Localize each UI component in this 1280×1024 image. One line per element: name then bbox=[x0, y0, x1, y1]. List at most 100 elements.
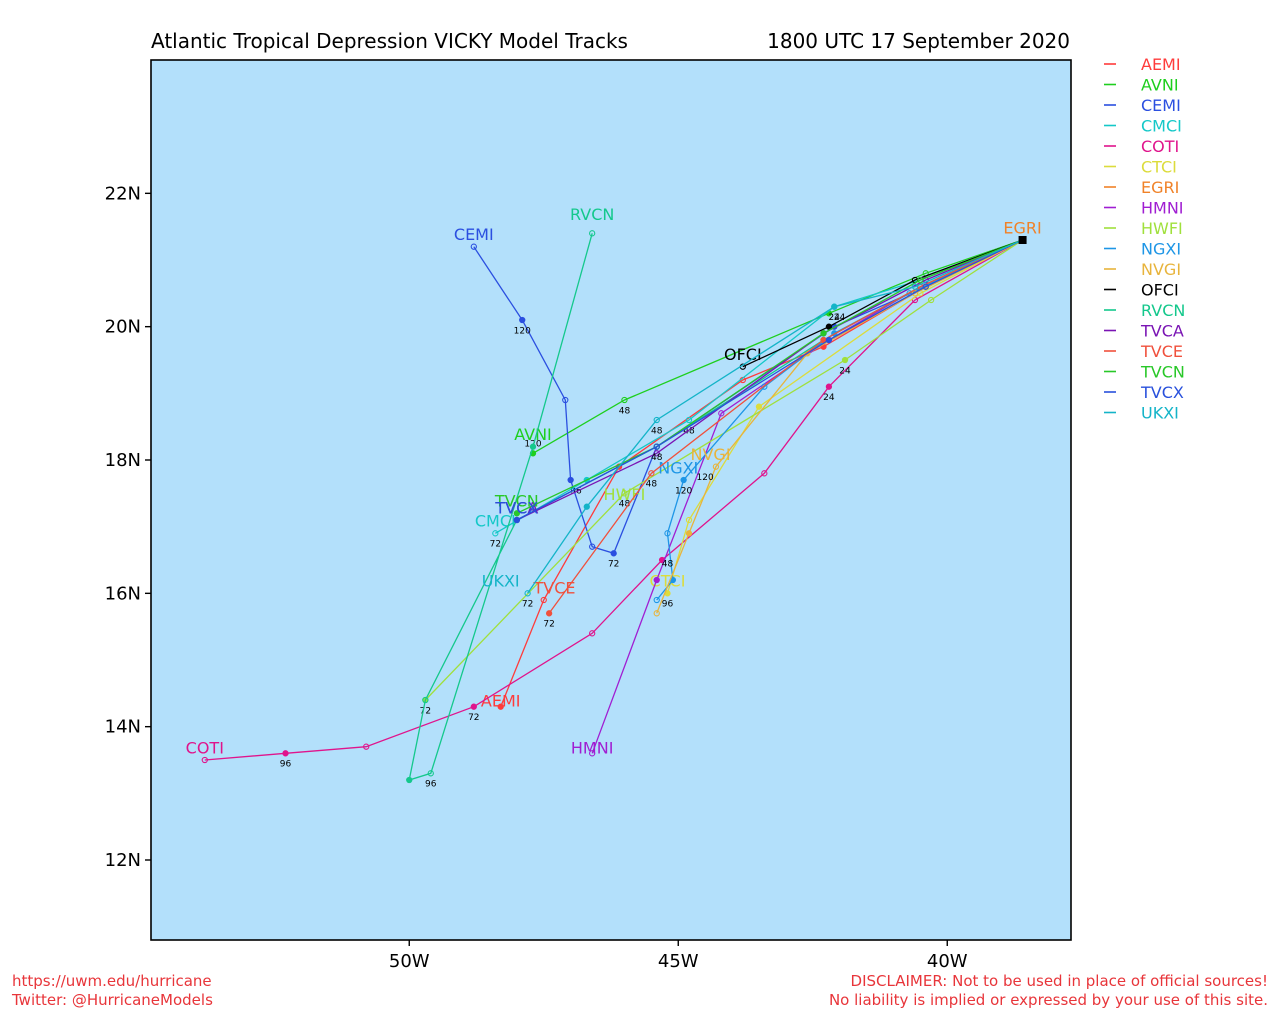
track-line bbox=[204, 239, 1023, 761]
track-name-label: EGRI bbox=[1003, 218, 1041, 237]
legend-label: TVCN bbox=[1140, 363, 1185, 382]
y-tick-label: 22N bbox=[105, 183, 141, 204]
track-point bbox=[653, 596, 660, 604]
track-point bbox=[761, 383, 768, 390]
legend-label: RVCN bbox=[1141, 301, 1185, 320]
forecast-hour-label: 120 bbox=[514, 326, 531, 336]
legend-label: TVCE bbox=[1140, 342, 1183, 361]
legend-label: TVCX bbox=[1140, 383, 1184, 402]
track-name-label: OFCI bbox=[724, 345, 762, 364]
track-tvcn: 48 TVCN bbox=[494, 239, 1023, 517]
legend-item-rvcn: RVCN bbox=[1104, 301, 1185, 320]
forecast-hour-label: 48 bbox=[651, 426, 663, 436]
legend-label: OFCI bbox=[1141, 281, 1179, 300]
track-point bbox=[927, 296, 935, 304]
track-name-label: CEMI bbox=[454, 225, 494, 244]
forecast-hour-label: 24 bbox=[839, 366, 851, 376]
track-point bbox=[653, 450, 660, 457]
legend-item-tvcx: TVCX bbox=[1104, 383, 1184, 402]
track-name-label: NGXI bbox=[658, 458, 698, 477]
forecast-hour-label: 48 bbox=[651, 453, 663, 463]
track-name-label: TVCX bbox=[494, 498, 538, 517]
track-point bbox=[363, 743, 370, 750]
track-point bbox=[519, 316, 526, 324]
track-point bbox=[282, 750, 289, 757]
track-point bbox=[406, 776, 413, 784]
x-tick-label: 45W bbox=[658, 951, 699, 972]
footer-url[interactable]: https://uwm.edu/hurricane bbox=[12, 972, 212, 990]
track-point bbox=[589, 230, 596, 237]
forecast-hour-label: 48 bbox=[683, 426, 695, 436]
track-name-label: UKXI bbox=[482, 572, 520, 591]
track-point bbox=[911, 283, 919, 290]
legend-item-ngxi: NGXI bbox=[1104, 240, 1181, 259]
legend-label: CEMI bbox=[1141, 96, 1181, 115]
track-point bbox=[610, 550, 617, 557]
track-point bbox=[825, 323, 833, 330]
legend-item-tvcn: TVCN bbox=[1104, 363, 1185, 382]
track-point bbox=[718, 410, 725, 417]
x-tick-label: 50W bbox=[389, 951, 430, 972]
track-point bbox=[664, 530, 671, 537]
track-point bbox=[841, 356, 849, 364]
track-point bbox=[761, 470, 768, 477]
track-name-label: HWFI bbox=[604, 485, 646, 504]
legend-label: EGRI bbox=[1141, 178, 1179, 197]
y-tick-label: 18N bbox=[105, 450, 141, 471]
track-point bbox=[540, 596, 547, 604]
forecast-hour-label: 72 bbox=[468, 713, 479, 723]
forecast-hour-label: 48 bbox=[619, 500, 631, 510]
legend-label: CMCI bbox=[1141, 117, 1182, 136]
track-layer: AEMI 24 48 120 AVNI 72 96 120 CEMI 48 72 CMCI 24 72 96… bbox=[186, 205, 1042, 790]
forecast-hour-label: 120 bbox=[697, 473, 714, 483]
legend-label: HWFI bbox=[1141, 219, 1183, 238]
track-line bbox=[473, 239, 1023, 555]
track-point bbox=[685, 516, 693, 524]
track-name-label: TVCN bbox=[494, 492, 539, 511]
plot-area bbox=[151, 60, 1071, 940]
track-name-label: AEMI bbox=[481, 692, 521, 711]
track-point bbox=[621, 490, 628, 497]
forecast-hour-label: 24 bbox=[834, 313, 846, 323]
track-point bbox=[562, 396, 569, 404]
track-point bbox=[712, 463, 720, 470]
legend-label: COTI bbox=[1141, 137, 1179, 156]
legend-item-hwfi: HWFI bbox=[1104, 219, 1183, 238]
track-line bbox=[742, 239, 1023, 368]
footer-disclaimer: DISCLAIMER: Not to be used in place of o… bbox=[850, 972, 1268, 990]
forecast-hour-label: 96 bbox=[280, 760, 292, 770]
legend-item-egri: EGRI bbox=[1104, 178, 1179, 197]
footer-liability: No liability is implied or expressed by … bbox=[828, 991, 1268, 1009]
legend-label: HMNI bbox=[1141, 199, 1184, 218]
track-point bbox=[755, 403, 763, 410]
legend-item-cmci: CMCI bbox=[1104, 117, 1182, 136]
track-coti: 24 72 96 COTI bbox=[186, 239, 1023, 770]
track-point bbox=[545, 610, 553, 617]
forecast-hour-label: 48 bbox=[662, 560, 674, 570]
forecast-hour-label: 72 bbox=[420, 706, 431, 716]
track-point bbox=[685, 416, 693, 424]
y-tick-label: 20N bbox=[105, 317, 141, 338]
legend-item-coti: COTI bbox=[1104, 137, 1179, 156]
track-tvcx: TVCX bbox=[494, 239, 1023, 524]
y-tick-label: 14N bbox=[105, 717, 141, 738]
track-name-label: NVGI bbox=[691, 445, 731, 464]
track-point bbox=[831, 303, 838, 310]
track-point bbox=[427, 770, 434, 777]
track-point bbox=[513, 516, 520, 524]
initial-position-marker bbox=[1018, 236, 1027, 244]
forecast-hour-label: 120 bbox=[675, 486, 692, 496]
forecast-hour-label: 72 bbox=[543, 620, 554, 630]
forecast-hour-label: 24 bbox=[829, 313, 841, 323]
track-point bbox=[589, 750, 596, 757]
chart-subtitle: 1800 UTC 17 September 2020 bbox=[767, 29, 1070, 53]
footer-twitter[interactable]: Twitter: @HurricaneModels bbox=[12, 991, 213, 1009]
legend-label: TVCA bbox=[1140, 322, 1184, 341]
track-point bbox=[497, 703, 504, 710]
track-point bbox=[201, 756, 208, 764]
forecast-hour-label: 72 bbox=[522, 600, 533, 610]
y-tick-label: 12N bbox=[105, 850, 141, 871]
legend-item-ctci: CTCI bbox=[1104, 158, 1177, 177]
